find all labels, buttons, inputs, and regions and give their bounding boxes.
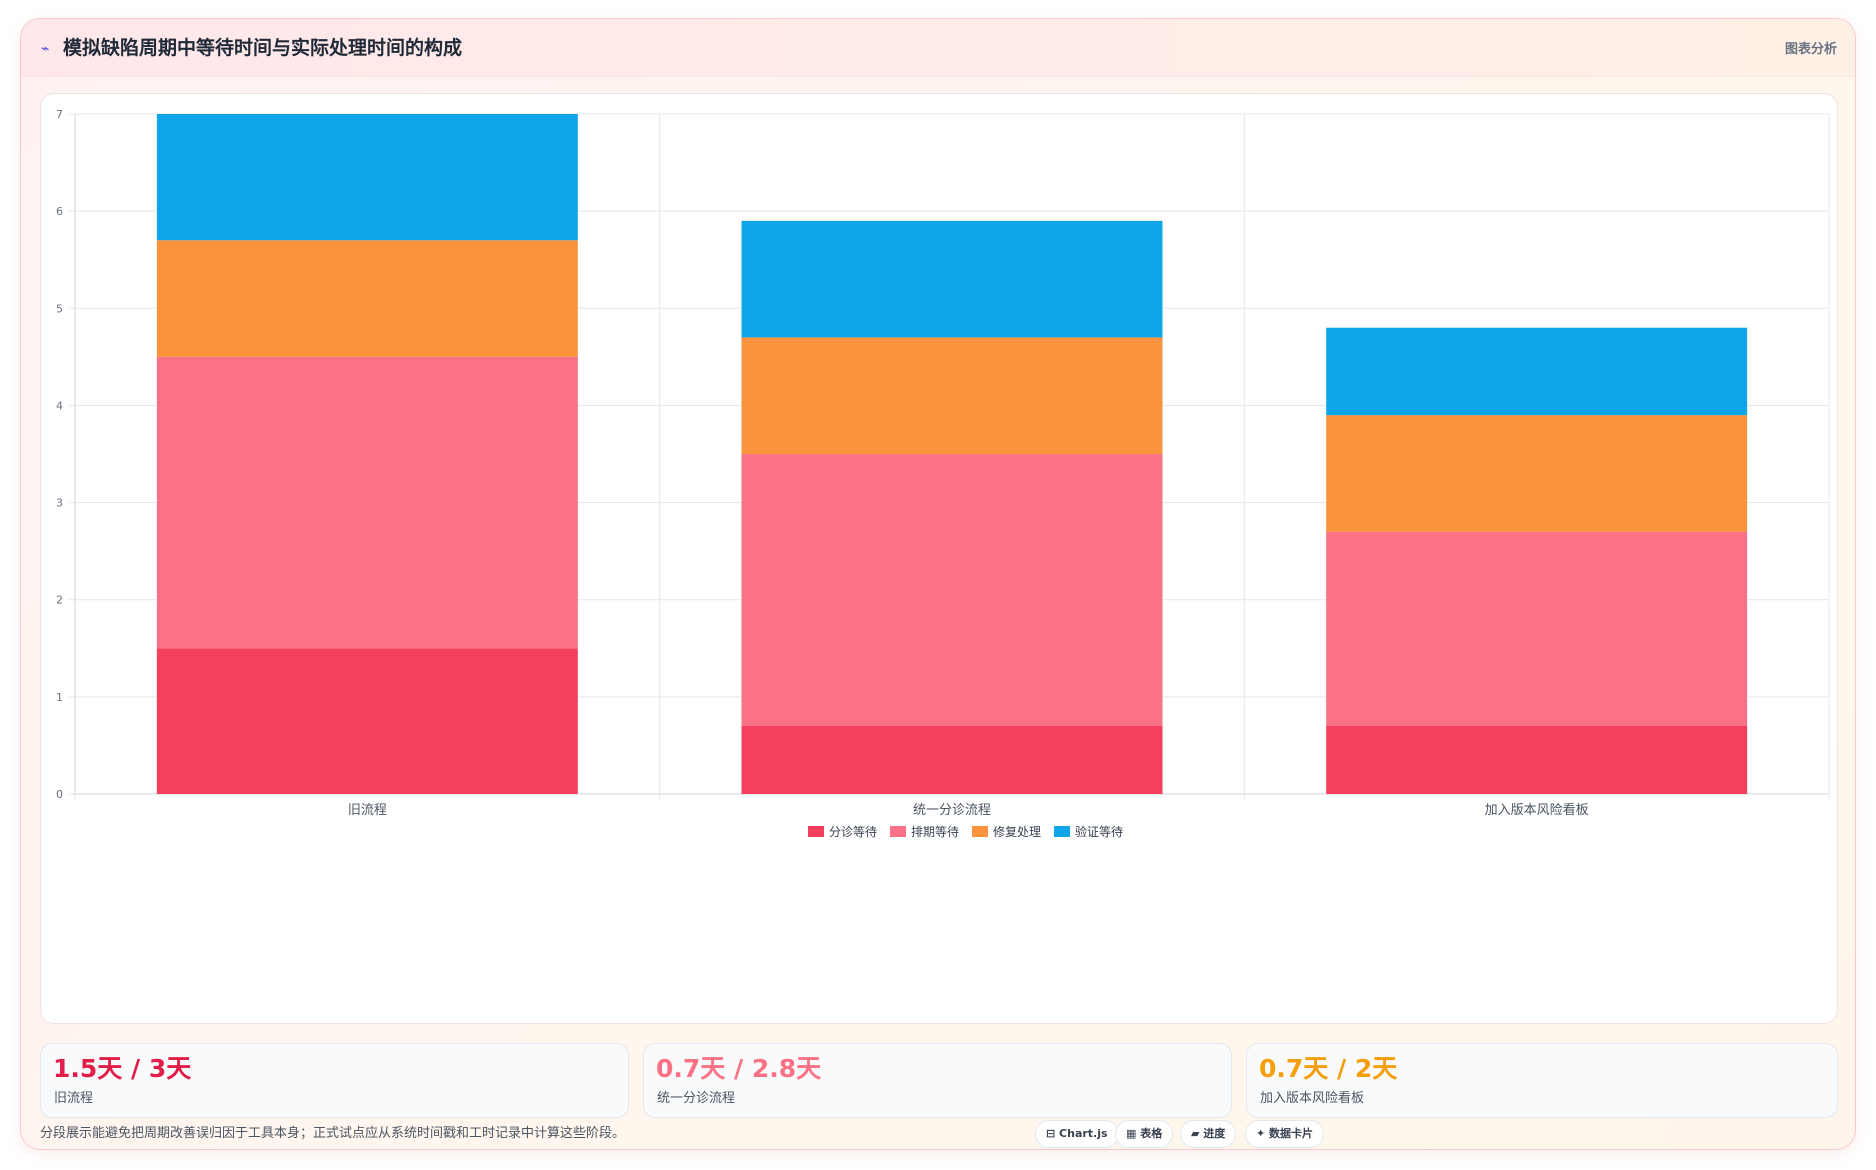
bar-segment [1326,327,1748,416]
stat-label: 加入版本风险看板 [1260,1091,1365,1106]
y-tick-label: 0 [56,788,63,801]
stat-card-unified: 0.7天 / 2.8天 统一分诊流程 [643,1043,1232,1118]
stat-card-old: 1.5天 / 3天 旧流程 [40,1043,629,1118]
chart-icon: ⌁ [41,41,50,57]
legend-label: 分诊等待 [829,825,877,839]
bar-segment [1326,415,1748,532]
chip-label: 表格 [1140,1127,1163,1140]
stat-label: 统一分诊流程 [657,1091,736,1106]
bar-segment [1326,531,1748,726]
legend-swatch [1054,826,1070,837]
legend-label: 验证等待 [1075,824,1123,839]
chart-panel: ⌁ 模拟缺陷周期中等待时间与实际处理时间的构成 图表分析 0 1 2 3 4 5 6 7 旧流程… [20,18,1856,1150]
stat-card-risk-board: 0.7天 / 2天 加入版本风险看板 [1246,1043,1838,1118]
legend-swatch [808,826,824,837]
legend-swatch [890,826,906,837]
chip-table[interactable]: ▦ 表格 [1115,1120,1174,1148]
page-title: 模拟缺陷周期中等待时间与实际处理时间的构成 [63,37,463,59]
x-tick-label: 加入版本风险看板 [1485,802,1589,818]
chart-card: 0 1 2 3 4 5 6 7 旧流程 统一分诊流程 加入版本风险看板分诊等待 排期等待 修复处理 验证等… [40,93,1838,1024]
legend-label: 排期等待 [911,825,959,839]
y-tick-label: 4 [56,399,63,412]
progress-icon: ▰ [1191,1127,1204,1140]
sparkle-icon: ✦ [1256,1127,1270,1140]
bar-segment [741,454,1163,726]
chip-label: 数据卡片 [1269,1127,1314,1140]
chart-icon: ⊟ [1046,1127,1060,1140]
bar-segment [156,240,578,357]
x-tick-label: 旧流程 [348,803,387,818]
bar-segment [156,114,578,241]
chip-label: 进度 [1203,1127,1226,1140]
header-tag: 图表分析 [1784,42,1837,57]
x-tick-label: 统一分诊流程 [913,803,991,818]
bar-segment [741,337,1163,454]
chip-label: Chart.js [1059,1127,1108,1140]
bar-segment [741,726,1163,794]
bar-segment [1326,726,1748,794]
stat-value: 1.5天 / 3天 [53,1054,192,1083]
footnote: 分段展示能避免把周期改善误归因于工具本身；正式试点应从系统时间戳和工时记录中计算… [40,1126,626,1141]
y-tick-label: 3 [56,497,63,510]
y-tick-label: 7 [56,108,63,121]
stat-label: 旧流程 [54,1091,94,1106]
legend-swatch [972,826,988,837]
y-tick-label: 6 [56,205,63,218]
table-icon: ▦ [1126,1127,1141,1140]
chip-chartjs[interactable]: ⊟ Chart.js [1035,1120,1119,1148]
bar-segment [741,220,1163,338]
bar-segment [156,356,578,649]
chip-data-cards[interactable]: ✦ 数据卡片 [1245,1120,1325,1148]
y-tick-label: 1 [56,691,63,704]
chip-progress[interactable]: ▰ 进度 [1180,1120,1237,1148]
panel-header: ⌁ 模拟缺陷周期中等待时间与实际处理时间的构成 图表分析 [21,19,1855,77]
bar-segment [156,648,578,794]
y-tick-label: 5 [56,302,63,315]
stat-value: 0.7天 / 2.8天 [656,1054,822,1083]
y-tick-label: 2 [56,594,63,607]
legend-label: 修复处理 [993,824,1041,839]
stat-value: 0.7天 / 2天 [1259,1054,1398,1083]
